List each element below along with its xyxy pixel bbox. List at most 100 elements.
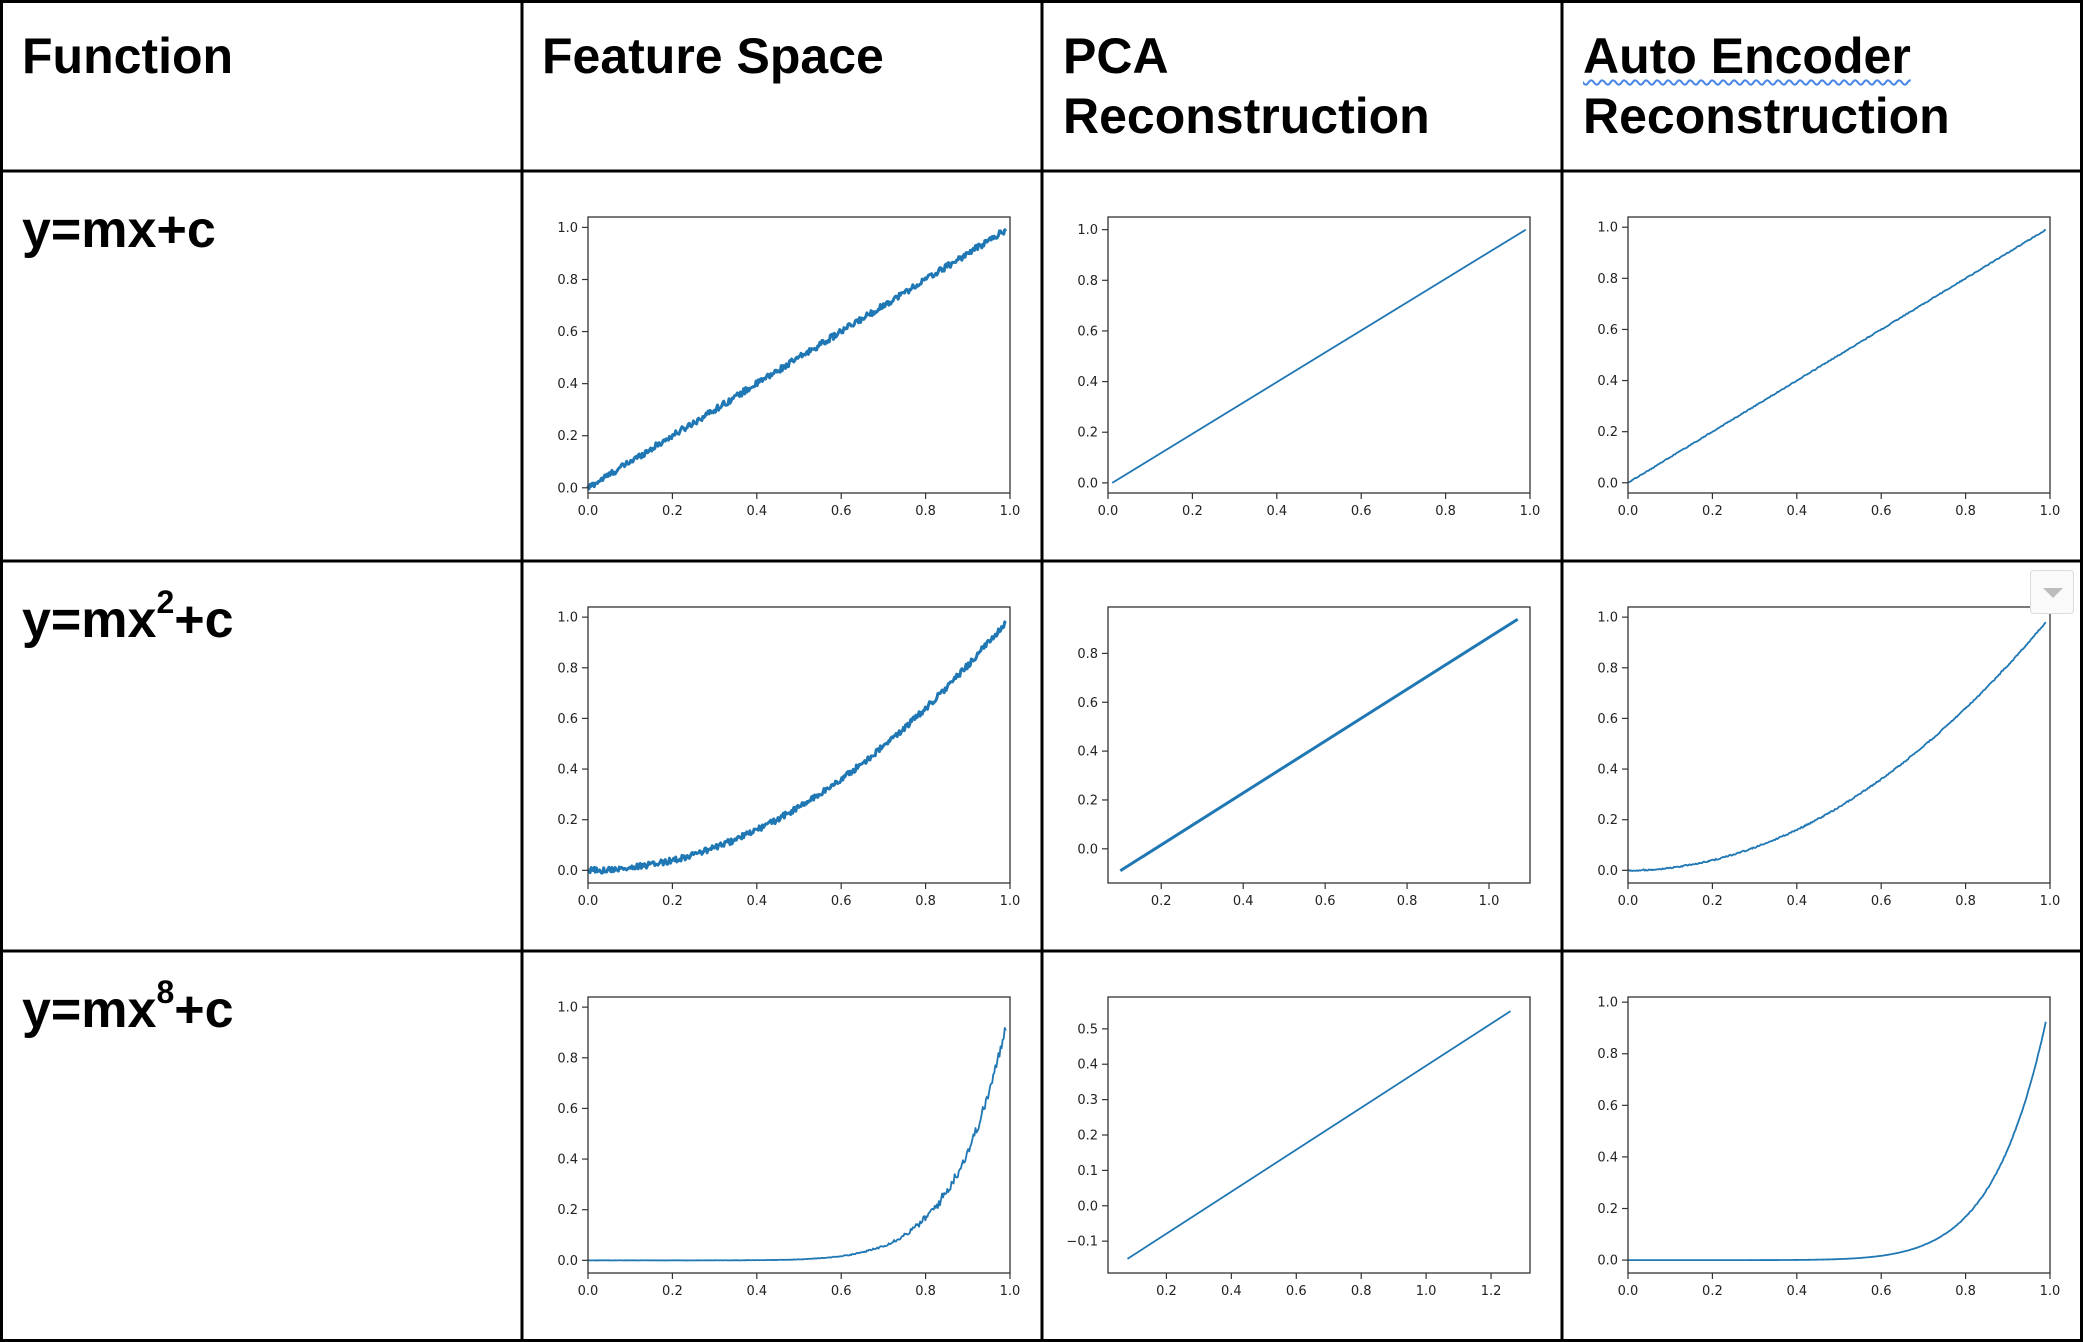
x-tick-label: 1.0 (2040, 1284, 2061, 1299)
x-tick-label: 0.6 (1871, 1284, 1892, 1299)
chart-quadratic-autoencoder: 0.0 0.2 0.4 0.6 0.8 1.0 0.0 0.2 0.4 0.6 0.8 1.0 (1580, 595, 2060, 935)
chart-power8-pca: 0.2 0.4 0.6 0.8 1.0 1.2 −0.1 0.0 0.1 0.2 0.3 0.4 0.5 (1060, 985, 1540, 1325)
x-tick-label: 0.4 (1221, 1284, 1242, 1299)
y-tick-label: 0.8 (1077, 647, 1098, 662)
y-tick-label: 0.2 (1597, 1202, 1618, 1217)
y-tick-label: 0.8 (1597, 272, 1618, 287)
plot-frame (1627, 216, 2051, 494)
header-autoencoder-reconstruction: Auto Encoder Reconstruction (1583, 26, 1950, 146)
y-tick-label: 0.6 (1597, 323, 1618, 338)
y-tick-label: −0.1 (1066, 1235, 1098, 1250)
chart-svg: 0.0 0.2 0.4 0.6 0.8 1.0 0.0 0.2 0.4 0.6 0.8 1.0 (1077, 216, 1541, 519)
x-tick-label: 0.2 (1182, 504, 1203, 519)
plot-frame (1627, 996, 2051, 1274)
chart-svg: 0.0 0.2 0.4 0.6 0.8 1.0 0.0 0.2 0.4 0.6 0.8 1.0 (1597, 606, 2061, 909)
y-tick-label: 0.2 (1597, 425, 1618, 440)
y-tick-label: 1.0 (557, 221, 578, 236)
y-tick-label: 0.8 (557, 273, 578, 288)
chart-linear-autoencoder: 0.0 0.2 0.4 0.6 0.8 1.0 0.0 0.2 0.4 0.6 0.8 1.0 (1580, 205, 2060, 545)
y-tick-label: 0.1 (1077, 1164, 1098, 1179)
y-tick-label: 0.4 (557, 1153, 578, 1168)
x-tick-label: 0.2 (1156, 1284, 1177, 1299)
series-line (1627, 1021, 2047, 1262)
plot-frame (587, 606, 1011, 884)
header-feature-space: Feature Space (542, 28, 884, 84)
y-tick-label: 0.0 (1597, 864, 1618, 879)
header-pca-reconstruction: PCA Reconstruction (1063, 26, 1430, 146)
x-tick-label: 0.0 (578, 504, 599, 519)
x-tick-label: 0.6 (1351, 504, 1372, 519)
x-tick-label: 0.4 (1786, 894, 1807, 909)
y-tick-label: 0.2 (1077, 793, 1098, 808)
y-tick-label: 0.6 (1597, 1099, 1618, 1114)
equation-linear: y=mx+c (22, 201, 216, 259)
x-tick-label: 1.0 (1520, 504, 1541, 519)
x-tick-label: 0.4 (746, 1284, 767, 1299)
x-tick-label: 0.4 (1233, 894, 1254, 909)
x-tick-label: 0.0 (578, 1284, 599, 1299)
x-tick-label: 1.0 (1000, 894, 1021, 909)
x-tick-label: 0.0 (578, 894, 599, 909)
y-tick-label: 0.2 (1597, 813, 1618, 828)
equation-power8: y=mx8+c (22, 974, 234, 1039)
y-tick-label: 1.0 (1077, 223, 1098, 238)
series-line (1119, 617, 1519, 873)
series-line (587, 1027, 1007, 1262)
x-tick-label: 0.0 (1098, 504, 1119, 519)
x-tick-label: 1.0 (2040, 894, 2061, 909)
chart-svg: 0.0 0.2 0.4 0.6 0.8 1.0 0.0 0.2 0.4 0.6 0.8 1.0 (557, 216, 1021, 519)
y-tick-label: 0.0 (1077, 842, 1098, 857)
x-tick-label: 0.8 (1955, 894, 1976, 909)
header-ae-line1: Auto Encoder (1583, 28, 1911, 84)
y-tick-label: 1.0 (1597, 221, 1618, 236)
y-tick-label: 0.8 (557, 661, 578, 676)
y-tick-label: 0.2 (557, 813, 578, 828)
series-line (1627, 621, 2047, 872)
y-tick-label: 0.0 (557, 1254, 578, 1269)
x-tick-label: 0.6 (1871, 504, 1892, 519)
y-tick-label: 0.4 (1077, 375, 1098, 390)
chart-quadratic-pca: 0.2 0.4 0.6 0.8 1.0 0.0 0.2 0.4 0.6 0.8 (1060, 595, 1540, 935)
x-tick-label: 1.0 (1000, 504, 1021, 519)
y-tick-label: 0.0 (557, 481, 578, 496)
series-line (586, 228, 1008, 491)
chart-svg: 0.2 0.4 0.6 0.8 1.0 0.0 0.2 0.4 0.6 0.8 (1077, 606, 1531, 909)
y-tick-label: 0.4 (1597, 374, 1618, 389)
y-tick-label: 0.8 (557, 1051, 578, 1066)
x-tick-label: 0.4 (746, 894, 767, 909)
y-tick-label: 0.6 (557, 325, 578, 340)
y-tick-label: 0.0 (557, 864, 578, 879)
y-tick-label: 0.4 (1597, 763, 1618, 778)
series-line (1111, 228, 1527, 484)
y-tick-label: 0.3 (1077, 1093, 1098, 1108)
x-tick-label: 0.8 (1955, 1284, 1976, 1299)
x-tick-label: 0.6 (831, 504, 852, 519)
x-tick-label: 0.8 (1351, 1284, 1372, 1299)
y-tick-label: 1.0 (557, 611, 578, 626)
x-tick-label: 0.4 (1786, 504, 1807, 519)
y-tick-label: 1.0 (1597, 611, 1618, 626)
header-function: Function (22, 28, 234, 84)
chevron-down-icon[interactable] (2030, 570, 2074, 614)
x-tick-label: 0.2 (1702, 1284, 1723, 1299)
equation-quadratic: y=mx2+c (22, 584, 234, 649)
y-tick-label: 1.0 (557, 1001, 578, 1016)
x-tick-label: 0.2 (662, 1284, 683, 1299)
x-tick-label: 0.8 (915, 1284, 936, 1299)
y-tick-label: 0.6 (1077, 696, 1098, 711)
chart-svg: 0.0 0.2 0.4 0.6 0.8 1.0 0.0 0.2 0.4 0.6 0.8 1.0 (1597, 996, 2061, 1299)
x-tick-label: 0.2 (1702, 894, 1723, 909)
x-tick-label: 0.8 (1435, 504, 1456, 519)
y-tick-label: 0.2 (557, 1203, 578, 1218)
chart-linear-feature-space: 0.0 0.2 0.4 0.6 0.8 1.0 0.0 0.2 0.4 0.6 0.8 1.0 (540, 205, 1020, 545)
x-tick-label: 0.8 (1397, 894, 1418, 909)
x-tick-label: 0.8 (1955, 504, 1976, 519)
y-tick-label: 0.2 (557, 429, 578, 444)
y-tick-label: 0.8 (1597, 661, 1618, 676)
chart-power8-autoencoder: 0.0 0.2 0.4 0.6 0.8 1.0 0.0 0.2 0.4 0.6 0.8 1.0 (1580, 985, 2060, 1325)
y-tick-label: 0.4 (557, 377, 578, 392)
y-tick-label: 1.0 (1597, 996, 1618, 1011)
y-tick-label: 0.0 (1077, 1199, 1098, 1214)
y-tick-label: 0.8 (1077, 274, 1098, 289)
x-tick-label: 0.6 (1315, 894, 1336, 909)
